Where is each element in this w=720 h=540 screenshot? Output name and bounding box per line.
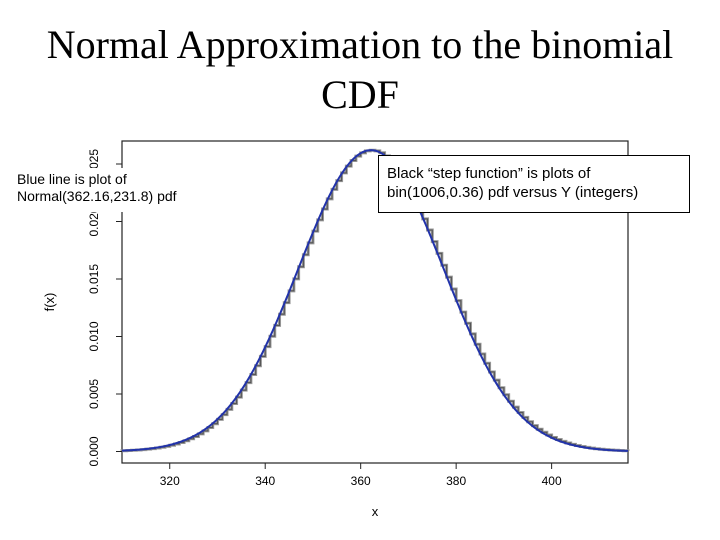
normal-callout: Blue line is plot of Normal(362.16,231.8…: [12, 168, 212, 212]
x-axis-label: x: [372, 504, 379, 519]
normal-curve-series: [121, 149, 629, 452]
y-tick-label: 0.000: [87, 436, 101, 466]
x-axis: 320 340 360 380 400: [160, 463, 562, 488]
y-tick-label: 0.020: [87, 206, 101, 236]
binomial-callout: Black “step function” is plots of bin(10…: [378, 155, 690, 213]
y-axis-label: f(x): [42, 293, 57, 312]
x-tick-label: 340: [255, 474, 275, 488]
y-tick-label: 0.015: [87, 264, 101, 294]
x-tick-label: 380: [446, 474, 466, 488]
x-tick-label: 360: [351, 474, 371, 488]
y-tick-label: 0.010: [87, 321, 101, 351]
slide-title: Normal Approximation to the binomial CDF: [46, 22, 674, 117]
x-tick-label: 400: [542, 474, 562, 488]
x-tick-label: 320: [160, 474, 180, 488]
normal-curve-line: [121, 149, 629, 452]
y-tick-label: 0.005: [87, 379, 101, 409]
plot-frame: [121, 140, 629, 464]
